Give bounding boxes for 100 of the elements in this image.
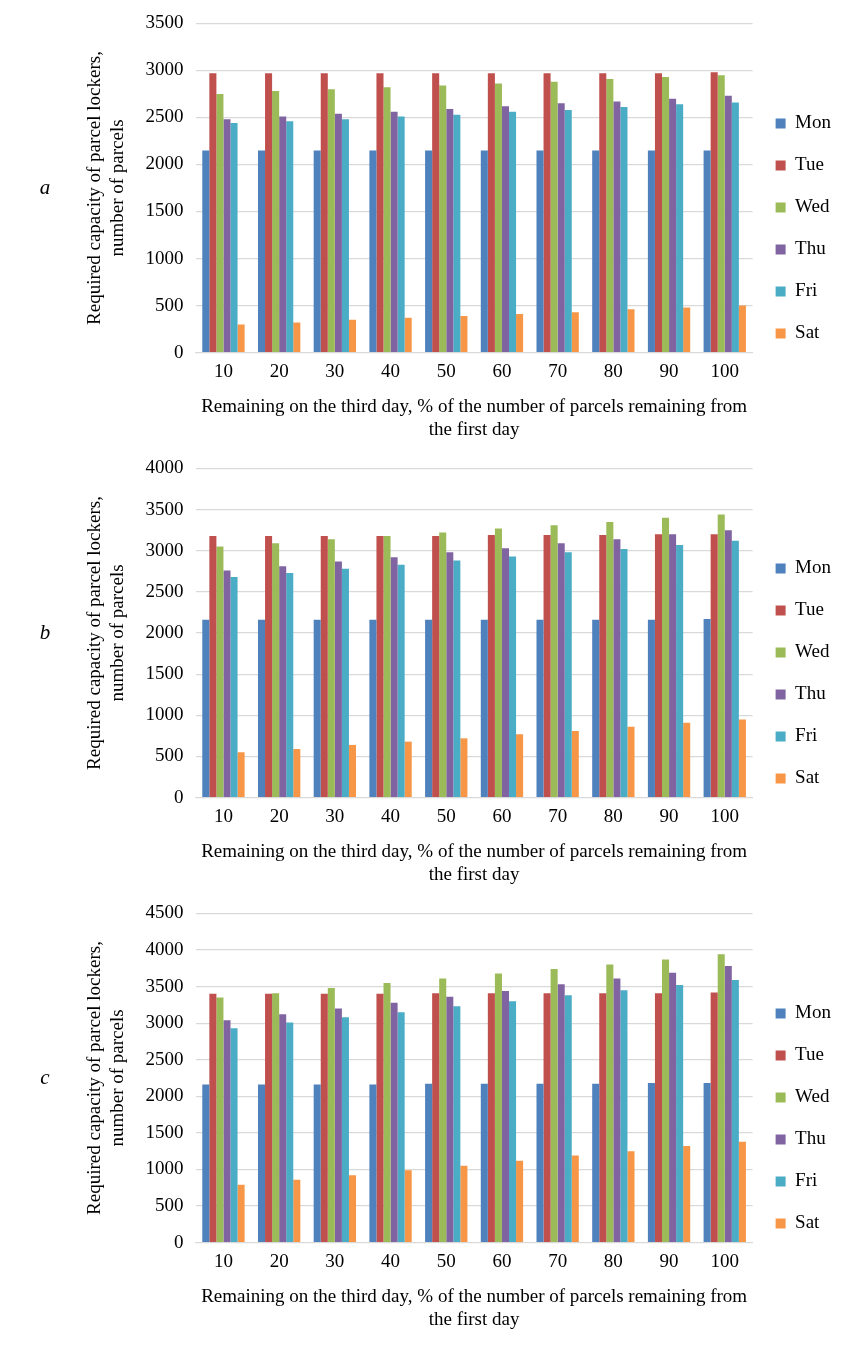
bar (627, 1151, 635, 1242)
bar (293, 322, 301, 352)
bar (460, 1165, 468, 1242)
x-tick-label: 40 (381, 804, 401, 826)
bar (293, 749, 301, 797)
bar (662, 517, 670, 797)
bar (647, 1083, 655, 1242)
bar (557, 103, 565, 352)
bar (627, 309, 635, 352)
bar (606, 964, 614, 1242)
y-tick-label: 3500 (145, 497, 184, 519)
bar (230, 577, 238, 797)
y-tick-label: 3500 (145, 11, 184, 33)
y-tick-label: 1000 (145, 1157, 184, 1179)
bar (460, 738, 468, 797)
y-tick-label: 2500 (145, 105, 184, 127)
bar (209, 993, 217, 1242)
bar (516, 314, 524, 352)
bar (717, 514, 725, 797)
bar (501, 106, 510, 352)
bar (557, 543, 565, 797)
legend-label: Mon (795, 111, 832, 133)
legend-label: Thu (795, 1127, 827, 1149)
bar (654, 534, 662, 797)
x-axis-title: Remaining on the third day, % of the number of parcels remaining from the first day (201, 394, 748, 439)
bar (647, 619, 655, 797)
bar (223, 119, 231, 352)
bar (669, 972, 677, 1242)
bar (369, 150, 377, 352)
x-tick-label: 20 (269, 1249, 289, 1271)
x-tick-label: 70 (548, 804, 568, 826)
bar (453, 1006, 461, 1242)
legend-label: Wed (795, 640, 830, 662)
y-tick-label: 2000 (145, 1084, 184, 1106)
bar (446, 996, 454, 1242)
bar (432, 73, 440, 352)
bar (724, 966, 732, 1242)
bar (501, 548, 510, 797)
bar (446, 552, 454, 797)
bar (209, 73, 217, 352)
bar (341, 568, 349, 797)
bar (216, 93, 224, 352)
bar (404, 317, 412, 352)
bar (390, 557, 398, 797)
bar (216, 546, 224, 797)
y-tick-label: 0 (174, 340, 184, 362)
bar (613, 539, 621, 797)
bar (592, 619, 600, 797)
bar (536, 150, 544, 352)
bar (724, 95, 732, 352)
bar (425, 150, 433, 352)
bar (432, 993, 440, 1242)
bar (272, 91, 280, 352)
bar (676, 544, 684, 797)
bar (592, 150, 600, 352)
bar (717, 954, 725, 1242)
bar (599, 993, 607, 1242)
bar (738, 1141, 746, 1242)
bar (620, 990, 628, 1242)
x-axis-title: Remaining on the third day, % of the number of parcels remaining from the first day (201, 1284, 748, 1329)
bar (216, 997, 224, 1242)
bar (509, 1001, 517, 1242)
bar (286, 121, 294, 352)
bar (480, 150, 488, 352)
bar (480, 619, 488, 797)
y-tick-label: 1000 (145, 703, 184, 725)
bar (571, 730, 579, 797)
y-tick-label: 2000 (145, 620, 184, 642)
bar (724, 530, 732, 797)
bar (390, 111, 398, 352)
y-tick-label: 1500 (145, 662, 184, 684)
bar (480, 1083, 488, 1242)
bar (683, 722, 691, 797)
bar (425, 1083, 433, 1242)
bar (654, 73, 662, 352)
bar (703, 150, 711, 352)
bar (237, 1184, 245, 1242)
text: a (39, 174, 51, 199)
y-tick-label: 3500 (145, 974, 184, 996)
bar (432, 535, 440, 797)
bar (202, 619, 210, 797)
x-tick-label: 60 (492, 804, 512, 826)
bar (286, 572, 294, 797)
bar (313, 150, 321, 352)
bar (279, 116, 287, 352)
bar (564, 552, 572, 797)
y-tick-label: 3000 (145, 538, 184, 560)
bar (272, 543, 280, 797)
bar (620, 107, 628, 352)
bar (223, 570, 231, 797)
legend-label: Sat (795, 1211, 821, 1233)
x-tick-label: 30 (325, 804, 345, 826)
bar (327, 988, 335, 1242)
bar (703, 619, 711, 797)
bar (509, 111, 517, 352)
legend-label: Tue (795, 598, 824, 620)
bar (320, 535, 328, 797)
legend-label: Fri (795, 724, 818, 746)
bar (620, 549, 628, 797)
bar (397, 1012, 405, 1242)
